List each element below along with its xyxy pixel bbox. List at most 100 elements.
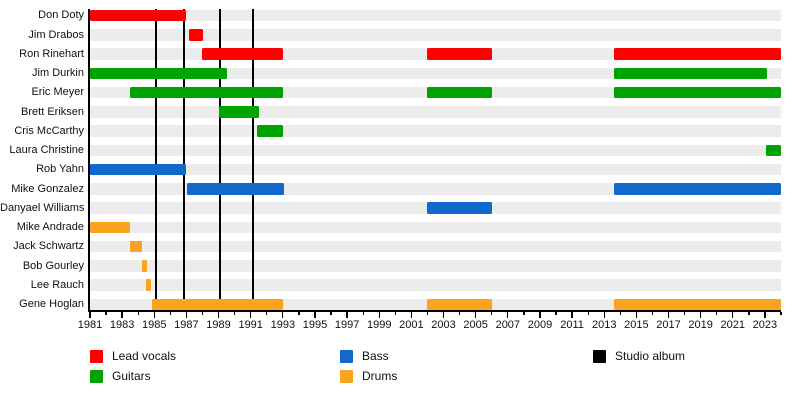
timeline-bar [427, 86, 492, 99]
minor-tick [169, 311, 171, 315]
member-name-label: Mike Andrade [16, 221, 84, 233]
member-name-label: Laura Christine [9, 144, 84, 156]
member-name-label: Gene Hoglan [19, 298, 84, 310]
tick-label: 1985 [142, 319, 167, 331]
row-band [90, 260, 781, 272]
major-tick [153, 311, 155, 318]
minor-tick [748, 311, 750, 315]
major-tick [667, 311, 670, 318]
minor-tick [683, 311, 686, 315]
minor-tick [394, 311, 396, 315]
studio-album-line [154, 9, 158, 310]
timeline-bar [613, 48, 781, 60]
minor-tick [298, 311, 300, 315]
major-tick [539, 311, 541, 318]
row-band [90, 279, 781, 291]
timeline-bar [146, 279, 151, 291]
legend-label: Guitars [112, 369, 151, 383]
minor-tick [555, 311, 557, 315]
member-name-label: Don Doty [38, 9, 84, 22]
timeline-bar [90, 67, 227, 79]
tick-label: 1987 [174, 319, 199, 331]
row-band [90, 125, 781, 137]
minor-tick [491, 311, 493, 315]
member-name-label: Rob Yahn [36, 163, 84, 176]
legend-label: Studio album [615, 349, 686, 363]
row-band [90, 106, 781, 118]
major-tick [185, 311, 188, 318]
timeline-bar [130, 86, 283, 99]
studio-album-line [182, 9, 186, 310]
tick-label: 1983 [109, 319, 135, 331]
tick-label: 1989 [206, 319, 231, 331]
tick-label: 2009 [527, 319, 553, 331]
lead-vocals-swatch [90, 350, 103, 363]
major-tick [635, 311, 638, 318]
timeline-bar [613, 183, 781, 195]
major-tick [217, 311, 220, 318]
timeline-bar [427, 202, 492, 214]
tick-label: 2013 [591, 319, 617, 331]
legend-label: Bass [362, 349, 389, 363]
tick-label: 2023 [752, 319, 778, 331]
tick-label: 2017 [656, 319, 681, 331]
tick-label: 2005 [463, 319, 488, 331]
tick-label: 2011 [560, 319, 584, 331]
timeline-bar [142, 260, 148, 272]
timeline-bar [188, 29, 204, 41]
tick-label: 1995 [302, 319, 328, 331]
timeline-bar [613, 86, 781, 99]
major-tick [282, 311, 284, 318]
major-tick [410, 311, 413, 318]
minor-tick [266, 311, 268, 315]
tick-label: 2007 [495, 319, 521, 331]
member-name-label: Danyael Williams [0, 201, 85, 214]
timeline-bar [257, 125, 283, 137]
minor-tick [458, 311, 461, 315]
tick-label: 1981 [77, 319, 103, 331]
row-band [90, 67, 781, 79]
drums-swatch [340, 370, 353, 383]
timeline-bar [90, 163, 186, 176]
major-tick [314, 311, 316, 318]
tick-label: 2001 [399, 319, 424, 331]
guitars-swatch [90, 370, 103, 383]
timeline-bar [130, 240, 143, 253]
timeline-bar [427, 48, 492, 60]
major-tick [571, 311, 573, 318]
major-tick [732, 311, 734, 318]
minor-tick [523, 311, 525, 315]
minor-tick [330, 311, 332, 315]
minor-tick [587, 311, 589, 315]
major-tick [764, 311, 766, 318]
row-band [90, 183, 781, 195]
minor-tick [780, 311, 782, 315]
major-tick [250, 311, 252, 318]
minor-tick [362, 311, 364, 315]
minor-tick [137, 311, 139, 315]
studio-album-line [218, 9, 222, 310]
member-name-label: Eric Meyer [31, 86, 84, 99]
legend-label: Lead vocals [112, 349, 177, 363]
major-tick [603, 311, 605, 318]
tick-label: 1993 [270, 319, 296, 331]
minor-tick [716, 311, 718, 315]
member-name-label: Mike Gonzalez [11, 182, 84, 195]
legend-label: Drums [362, 369, 398, 383]
minor-tick [105, 311, 107, 315]
major-tick [442, 311, 445, 318]
studio-album-line [251, 9, 255, 310]
minor-tick [233, 311, 236, 315]
timeline-bar [187, 183, 284, 195]
minor-tick [201, 311, 204, 315]
major-tick [475, 311, 477, 318]
row-band [90, 240, 781, 253]
timeline-bar [90, 221, 131, 233]
timeline-bar [613, 298, 781, 310]
timeline-bar [765, 144, 781, 156]
bass-swatch [340, 350, 353, 363]
row-band [90, 221, 781, 233]
major-tick [378, 311, 380, 318]
tick-label: 1997 [334, 319, 360, 331]
